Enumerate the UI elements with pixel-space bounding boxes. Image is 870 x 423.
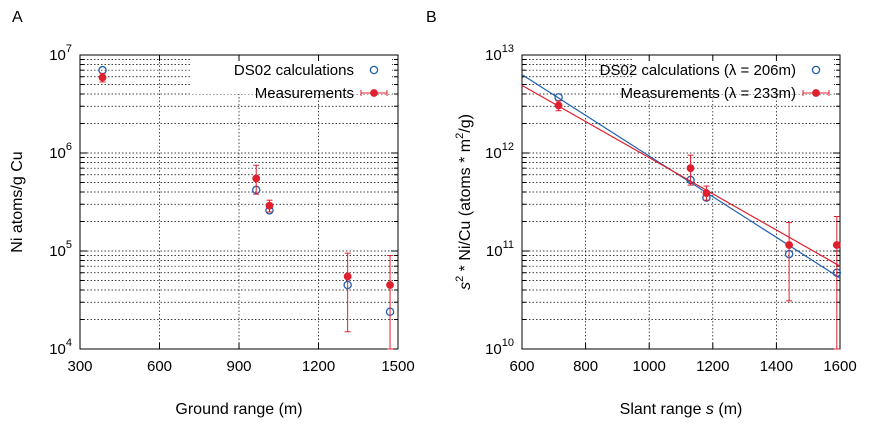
panel-b: 600 800 1000 1200 1400 1600 1010 1011 1012 1013 B S…	[426, 9, 857, 418]
y-axis-label: Ni atoms/g Cu	[9, 151, 26, 252]
y-tick-label: 1011	[486, 239, 514, 260]
fit-line	[521, 84, 841, 267]
x-tick-label: 1200	[302, 358, 335, 375]
data-point	[554, 101, 563, 110]
y-tick-label: 1012	[485, 141, 514, 162]
legend-background	[634, 58, 834, 94]
x-axis-label: Ground range (m)	[175, 401, 302, 418]
data-point	[252, 174, 261, 183]
data-point	[785, 241, 794, 249]
x-tick-label: 1400	[760, 358, 793, 375]
x-tick-label: 1200	[696, 358, 729, 375]
legend-label: Measurements (λ = 233m)	[621, 85, 796, 102]
x-tick-label: 800	[573, 358, 598, 375]
panel-label: A	[12, 9, 23, 26]
x-tick-label: 600	[147, 358, 172, 375]
legend-marker	[812, 89, 820, 97]
y-tick-label: 107	[49, 43, 72, 64]
x-tick-label: 1000	[633, 358, 666, 375]
x-tick-label: 1500	[381, 358, 414, 375]
legend-label: Measurements	[255, 85, 354, 102]
series-measurements	[98, 72, 394, 350]
x-tick-label: 900	[226, 358, 251, 375]
data-point	[343, 272, 352, 281]
panel-label: B	[426, 9, 437, 26]
data-point	[686, 164, 695, 173]
y-axis-label: s2 * Ni/Cu (atoms * m2/g)	[454, 114, 474, 290]
legend-background	[192, 58, 392, 94]
legend-label: DS02 calculations (λ = 206m)	[600, 62, 796, 79]
x-tick-label: 600	[509, 358, 534, 375]
data-point	[702, 189, 711, 197]
x-tick-label: 300	[67, 358, 92, 375]
x-axis-label: Slant range s (m)	[620, 401, 743, 418]
x-tick-label: 1600	[823, 358, 856, 375]
data-point	[265, 201, 274, 210]
y-tick-label: 106	[49, 141, 72, 162]
plot-frame	[521, 54, 841, 350]
series-measurements	[521, 84, 841, 350]
data-point	[386, 281, 394, 289]
data-point	[832, 241, 841, 249]
y-tick-label: 1010	[485, 337, 514, 358]
panel-a: 300 600 900 1200 1500 104 105 106 107 A Ground ran…	[9, 9, 415, 418]
y-tick-label: 105	[49, 239, 72, 260]
legend-marker	[369, 65, 379, 75]
data-point	[554, 93, 563, 102]
legend-label: DS02 calculations	[234, 62, 354, 79]
y-tick-label: 104	[49, 337, 72, 358]
y-tick-label: 1013	[485, 43, 514, 64]
legend-marker	[370, 89, 378, 97]
legend-marker	[811, 65, 821, 75]
data-point	[98, 73, 107, 82]
